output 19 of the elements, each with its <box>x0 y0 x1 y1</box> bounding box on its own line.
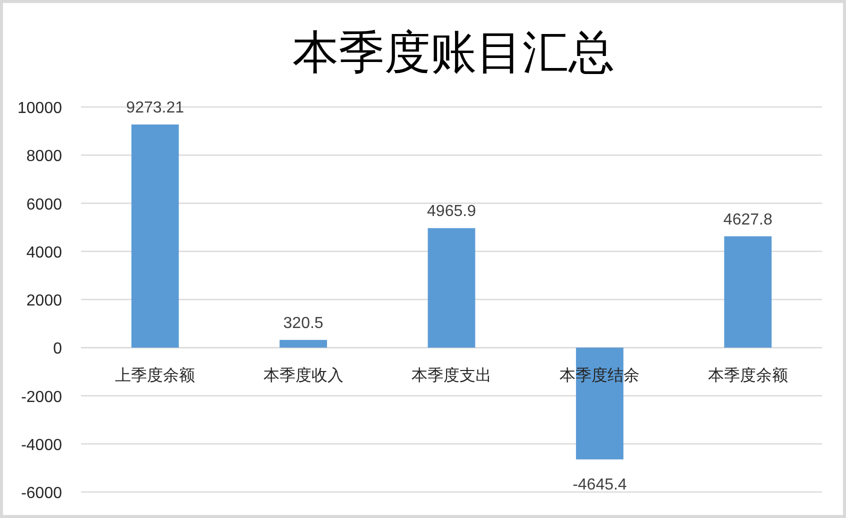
y-tick-label: 8000 <box>26 148 62 166</box>
y-tick-label: 2000 <box>26 292 62 310</box>
y-tick-label: 0 <box>53 340 62 358</box>
y-tick-label: -6000 <box>21 485 62 502</box>
data-label: 4965.9 <box>427 203 476 220</box>
y-tick-label: 4000 <box>26 244 62 262</box>
data-label: 4627.8 <box>723 211 772 228</box>
y-tick-label: 6000 <box>26 196 62 214</box>
x-tick-label: 本季度收入 <box>263 368 344 385</box>
data-label: 9273.21 <box>126 100 184 116</box>
x-tick-label: 上季度余额 <box>115 368 196 385</box>
data-label: 320.5 <box>283 314 324 332</box>
title: 本季度账目汇总 <box>292 27 614 78</box>
data-label: -4645.4 <box>572 476 627 494</box>
y-tick-label: -2000 <box>21 388 62 406</box>
x-tick-label: 本季度支出 <box>412 368 492 385</box>
y-tick-label: 10000 <box>18 100 62 117</box>
y-tick-label: -4000 <box>21 436 62 454</box>
x-tick-label: 本季度余额 <box>708 368 788 385</box>
